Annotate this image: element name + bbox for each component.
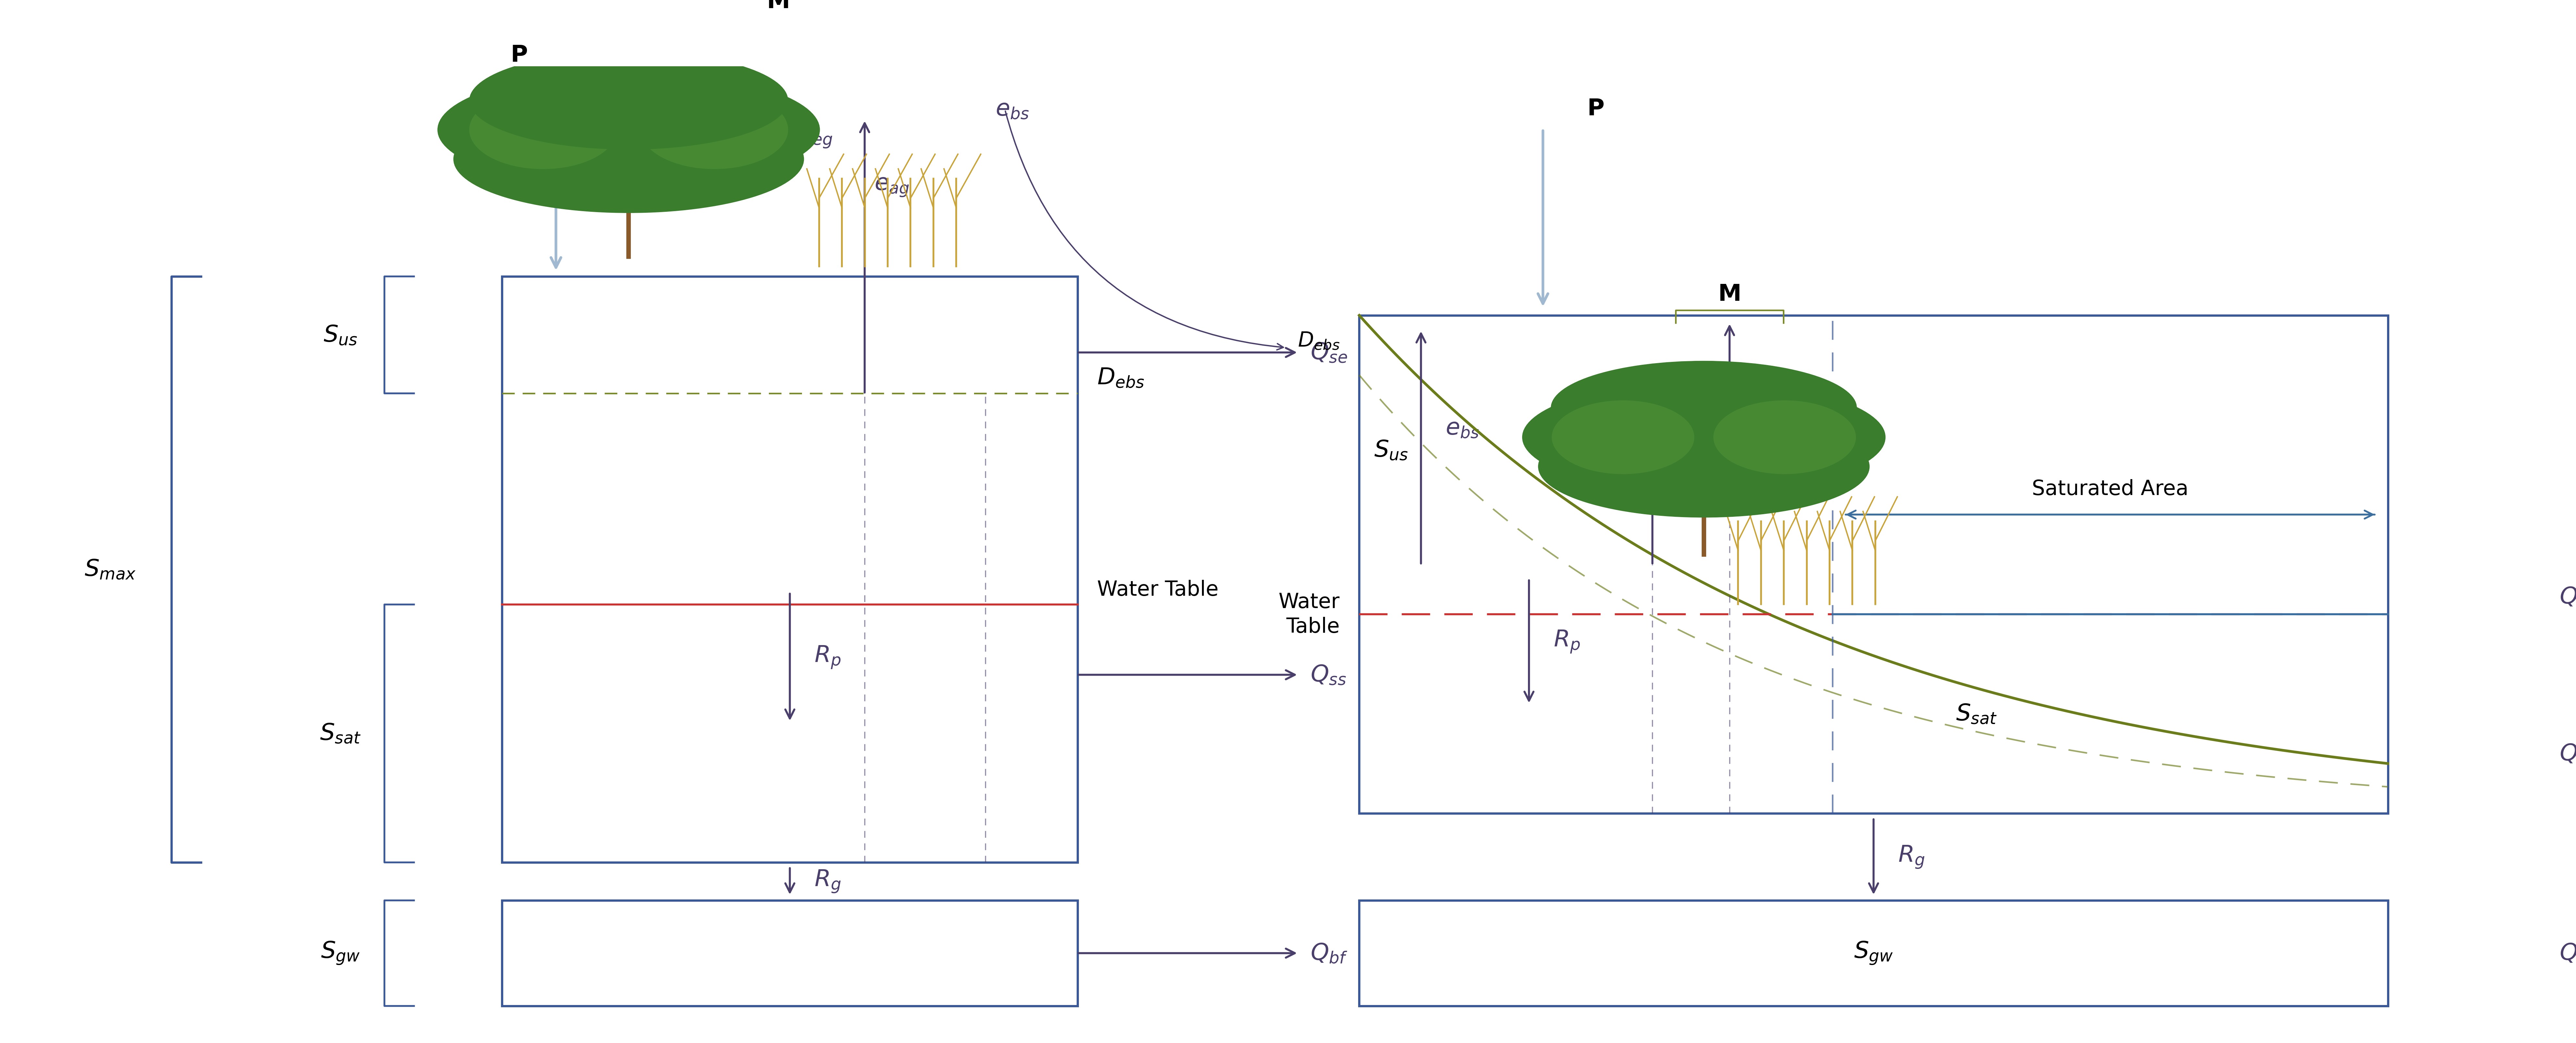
Text: $R_g$: $R_g$ (1899, 844, 1924, 870)
Ellipse shape (1522, 382, 1886, 493)
Text: $Q_{se}$: $Q_{se}$ (1311, 341, 1347, 364)
Text: $Q_{ss}$: $Q_{ss}$ (2558, 743, 2576, 765)
Text: $R_p$: $R_p$ (1553, 629, 1579, 655)
Text: M: M (768, 0, 791, 13)
Text: $R_g$: $R_g$ (814, 869, 840, 894)
Text: $e_{bs}$: $e_{bs}$ (994, 98, 1028, 120)
Text: Water Table: Water Table (1097, 580, 1218, 600)
Text: $Q_{se}$: $Q_{se}$ (2558, 585, 2576, 608)
Text: $Q_{bf}$: $Q_{bf}$ (2558, 942, 2576, 965)
Text: $e_{veg}$: $e_{veg}$ (1749, 379, 1793, 402)
Text: P: P (1587, 98, 1605, 120)
Text: $S_{sat}$: $S_{sat}$ (319, 722, 361, 745)
Text: $e_{ag}$: $e_{ag}$ (1677, 479, 1710, 501)
Text: $S_{us}$: $S_{us}$ (325, 324, 358, 346)
Text: $R_p$: $R_p$ (814, 645, 840, 671)
Text: $S_{max}$: $S_{max}$ (85, 558, 137, 581)
Text: $S_{gw}$: $S_{gw}$ (319, 940, 361, 966)
Text: P: P (510, 44, 528, 67)
Text: M: M (1718, 284, 1741, 306)
Text: $S_{us}$: $S_{us}$ (1373, 439, 1409, 461)
Bar (1360, 900, 2388, 1005)
Ellipse shape (1551, 401, 1695, 474)
Text: $e_{bs}$: $e_{bs}$ (1445, 417, 1479, 439)
Ellipse shape (1713, 401, 1855, 474)
Text: Saturated Area: Saturated Area (2032, 479, 2187, 500)
Text: $S_{gw}$: $S_{gw}$ (1855, 940, 1893, 966)
Text: $Q_{ss}$: $Q_{ss}$ (1311, 663, 1347, 686)
Text: $S_{sat}$: $S_{sat}$ (1955, 703, 1996, 725)
Ellipse shape (469, 52, 788, 149)
Ellipse shape (469, 91, 616, 169)
Bar (1360, 316, 2388, 814)
Ellipse shape (1538, 416, 1870, 517)
Ellipse shape (453, 105, 804, 213)
Text: $e_{veg}$: $e_{veg}$ (788, 127, 832, 149)
Text: Water
Table: Water Table (1278, 591, 1340, 637)
Ellipse shape (641, 91, 788, 169)
Text: $D_{ebs}$: $D_{ebs}$ (1298, 331, 1340, 350)
Ellipse shape (1551, 361, 1857, 455)
Bar (502, 900, 1077, 1005)
Text: $D_{ebs}$: $D_{ebs}$ (1097, 366, 1144, 389)
Text: $Q_{bf}$: $Q_{bf}$ (1311, 942, 1347, 965)
Bar (502, 276, 1077, 863)
Text: $e_{ag}$: $e_{ag}$ (873, 176, 909, 198)
Ellipse shape (438, 72, 819, 189)
